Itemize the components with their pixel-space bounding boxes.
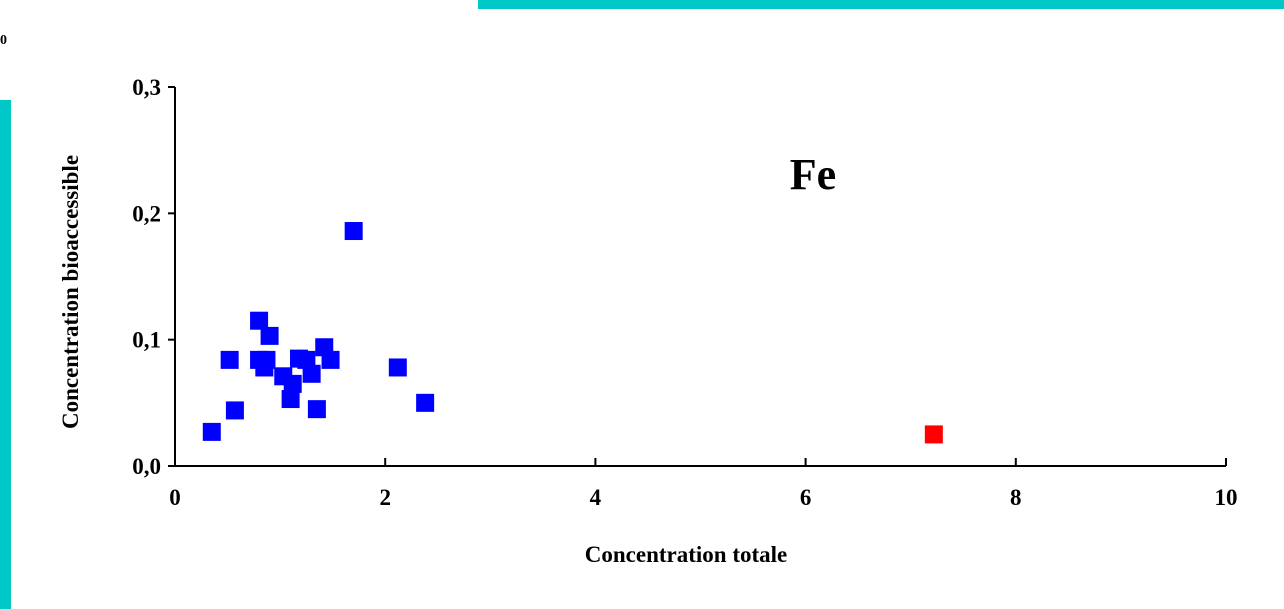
left-accent-bar — [0, 100, 11, 609]
ticks: 0 2 4 6 8 10 0,0 0,1 0,2 0,3 — [132, 75, 1237, 510]
y-tick-label: 0,2 — [132, 201, 161, 226]
x-tick-label: 10 — [1215, 485, 1238, 510]
top-accent-bar — [478, 0, 1284, 9]
data-point — [388, 358, 407, 377]
data-point — [302, 364, 321, 383]
corner-text: 0 — [0, 33, 7, 48]
data-point — [307, 400, 326, 419]
data-point — [202, 422, 221, 441]
data-point — [297, 350, 316, 369]
data-point — [225, 401, 244, 420]
data-point — [220, 350, 239, 369]
x-tick-label: 4 — [590, 485, 602, 510]
y-axis-title: Concentration bioaccessible — [58, 155, 83, 429]
data-point — [281, 390, 300, 409]
x-axis-title: Concentration totale — [585, 542, 788, 567]
y-tick-label: 0,0 — [132, 454, 161, 479]
axes — [174, 87, 1226, 467]
x-tick-label: 6 — [800, 485, 812, 510]
data-point — [924, 425, 943, 444]
x-tick-label: 8 — [1010, 485, 1022, 510]
data-point — [321, 350, 340, 369]
element-annotation: Fe — [790, 150, 836, 199]
data-point — [283, 374, 302, 393]
data-point — [250, 311, 269, 330]
x-tick-label: 0 — [169, 485, 181, 510]
data-point — [255, 358, 274, 377]
data-point — [260, 326, 279, 345]
data-points — [202, 222, 943, 444]
data-point — [344, 222, 363, 241]
y-tick-label: 0,3 — [132, 75, 161, 100]
x-tick-label: 2 — [379, 485, 391, 510]
data-point — [416, 393, 435, 412]
y-tick-label: 0,1 — [132, 328, 161, 353]
